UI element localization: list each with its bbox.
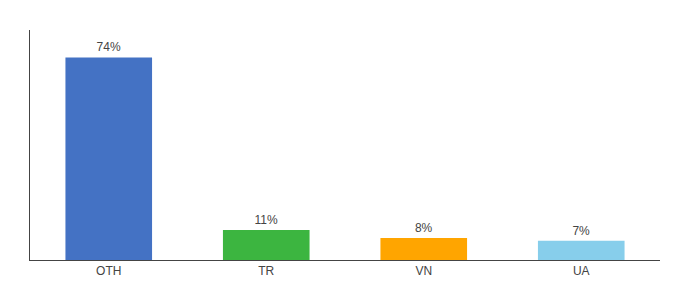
svg-text:7%: 7% (572, 224, 590, 238)
svg-text:11%: 11% (255, 213, 278, 227)
svg-text:OTH: OTH (96, 264, 121, 278)
svg-text:UA: UA (573, 264, 590, 278)
svg-text:VN: VN (415, 264, 432, 278)
svg-text:74%: 74% (97, 40, 121, 54)
svg-text:8%: 8% (415, 221, 433, 235)
svg-text:TR: TR (258, 264, 274, 278)
